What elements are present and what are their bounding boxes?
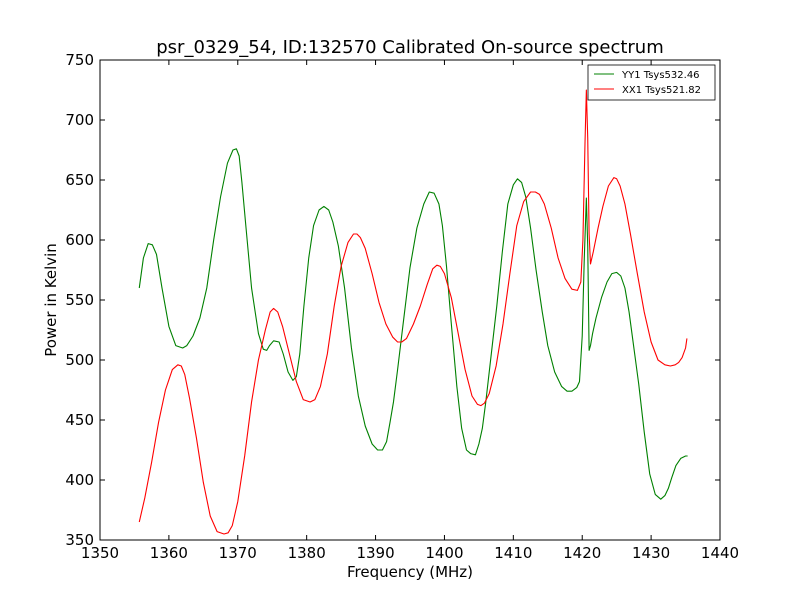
x-axis-label: Frequency (MHz) [347, 563, 473, 581]
y-axis-label: Power in Kelvin [42, 243, 60, 357]
legend-box [587, 64, 716, 101]
y-tick-label: 400 [65, 471, 94, 489]
x-tick-label: 1390 [356, 544, 394, 562]
x-tick-label: 1420 [563, 544, 601, 562]
series-layer [138, 89, 688, 535]
x-tick-label: 1360 [150, 544, 188, 562]
x-axis: 1350 1360 1370 1380 1390 1400 1410 1420 1430 1440 [81, 60, 739, 562]
y-tick-label: 700 [65, 111, 94, 129]
series-line-xx1 [138, 89, 688, 535]
x-tick-label: 1430 [632, 544, 670, 562]
y-tick-label: 550 [65, 291, 94, 309]
x-tick-label: 1350 [81, 544, 119, 562]
chart-title: psr_0329_54, ID:132570 Calibrated On-sou… [156, 37, 664, 58]
x-tick-label: 1400 [425, 544, 463, 562]
y-tick-label: 350 [65, 531, 94, 549]
legend: YY1 Tsys532.46 XX1 Tsys521.82 [587, 64, 716, 101]
series-line-yy1 [138, 148, 688, 500]
plot-area: 1350 1360 1370 1380 1390 1400 1410 1420 1430 1440… [65, 51, 739, 562]
y-tick-label: 600 [65, 231, 94, 249]
x-tick-label: 1410 [494, 544, 532, 562]
y-tick-label: 450 [65, 411, 94, 429]
x-tick-label: 1380 [288, 544, 326, 562]
x-tick-label: 1370 [219, 544, 257, 562]
y-tick-label: 750 [65, 51, 94, 69]
y-tick-label: 500 [65, 351, 94, 369]
y-axis: 350 400 450 500 550 600 650 700 750 [65, 51, 720, 549]
legend-label-xx1: XX1 Tsys521.82 [622, 85, 701, 96]
x-tick-label: 1440 [701, 544, 739, 562]
legend-label-yy1: YY1 Tsys532.46 [621, 70, 700, 81]
y-tick-label: 650 [65, 171, 94, 189]
